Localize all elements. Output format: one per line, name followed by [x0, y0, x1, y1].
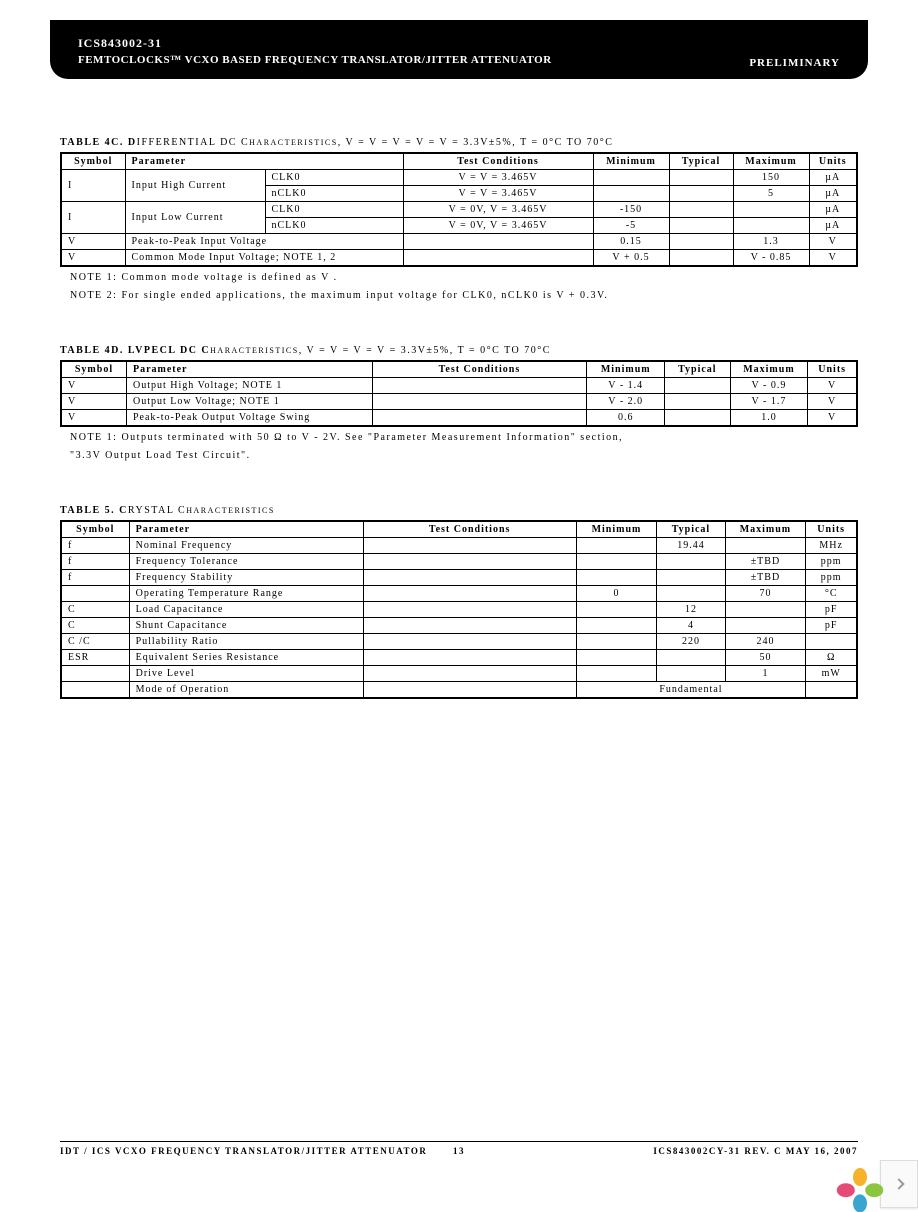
table-row: V Common Mode Input Voltage; NOTE 1, 2 V…: [61, 249, 857, 266]
footer: IDT / ICS VCXO FREQUENCY TRANSLATOR/JITT…: [60, 1141, 858, 1156]
table-row: I Input Low Current CLK0 V = 0V, V = 3.4…: [61, 201, 857, 217]
header-status: PRELIMINARY: [749, 57, 840, 69]
col-symbol: Symbol: [61, 521, 129, 538]
col-min: Minimum: [593, 153, 669, 170]
petal-icon: [853, 1168, 867, 1186]
col-parameter: Parameter: [125, 153, 403, 170]
table-row: Operating Temperature Range070°C: [61, 585, 857, 601]
col-units: Units: [809, 153, 857, 170]
col-testcond: Test Conditions: [403, 153, 593, 170]
footer-right: ICS843002CY-31 REV. C MAY 16, 2007: [653, 1146, 858, 1156]
flower-icon: [842, 1166, 878, 1202]
col-testcond: Test Conditions: [363, 521, 576, 538]
col-units: Units: [806, 521, 857, 538]
table-row: Mode of OperationFundamental: [61, 681, 857, 698]
table-row: V Output High Voltage; NOTE 1 V - 1.4 V …: [61, 377, 857, 393]
col-typ: Typical: [669, 153, 733, 170]
table-row: ESREquivalent Series Resistance50Ω: [61, 649, 857, 665]
table-row: C /CPullability Ratio220240: [61, 633, 857, 649]
footer-left: IDT / ICS VCXO FREQUENCY TRANSLATOR/JITT…: [60, 1146, 427, 1156]
col-max: Maximum: [725, 521, 806, 538]
table-row: I Input High Current CLK0 V = V = 3.465V…: [61, 169, 857, 185]
col-typ: Typical: [665, 361, 730, 378]
col-max: Maximum: [733, 153, 809, 170]
table-row: V Output Low Voltage; NOTE 1 V - 2.0 V -…: [61, 393, 857, 409]
table4d-note2: "3.3V Output Load Test Circuit".: [70, 449, 858, 463]
corner-widget: [842, 1160, 918, 1208]
table4c-title: TABLE 4C. DIFFERENTIAL DC CHARACTERISTIC…: [60, 137, 858, 148]
table4d-note1: NOTE 1: Outputs terminated with 50 Ω to …: [70, 431, 858, 445]
table4c: Symbol Parameter Test Conditions Minimum…: [60, 152, 858, 267]
part-number: ICS843002-31: [78, 34, 552, 52]
next-page-button[interactable]: [880, 1160, 918, 1208]
table-row: fFrequency Stability±TBDppm: [61, 569, 857, 585]
header-title: FEMTOCLOCKS™ VCXO BASED FREQUENCY TRANSL…: [78, 52, 552, 69]
col-symbol: Symbol: [61, 361, 126, 378]
col-testcond: Test Conditions: [372, 361, 587, 378]
table5-title: TABLE 5. CRYSTAL CHARACTERISTICS: [60, 505, 858, 516]
table-row: fFrequency Tolerance±TBDppm: [61, 553, 857, 569]
petal-icon: [853, 1194, 867, 1212]
table4c-note1: NOTE 1: Common mode voltage is defined a…: [70, 271, 858, 285]
table-row: V Peak-to-Peak Input Voltage 0.15 1.3 V: [61, 233, 857, 249]
col-units: Units: [808, 361, 857, 378]
table-row: CShunt Capacitance4pF: [61, 617, 857, 633]
table-row: fNominal Frequency19.44MHz: [61, 537, 857, 553]
petal-icon: [837, 1183, 855, 1197]
col-symbol: Symbol: [61, 153, 125, 170]
header-left: ICS843002-31 FEMTOCLOCKS™ VCXO BASED FRE…: [78, 34, 552, 69]
col-typ: Typical: [657, 521, 725, 538]
table-row: CLoad Capacitance12pF: [61, 601, 857, 617]
petal-icon: [865, 1183, 883, 1197]
col-min: Minimum: [587, 361, 665, 378]
col-parameter: Parameter: [129, 521, 363, 538]
table4c-note2: NOTE 2: For single ended applications, t…: [70, 289, 858, 303]
col-max: Maximum: [730, 361, 808, 378]
header-bar: ICS843002-31 FEMTOCLOCKS™ VCXO BASED FRE…: [50, 20, 868, 79]
footer-page: 13: [453, 1146, 465, 1156]
table-row: V Peak-to-Peak Output Voltage Swing 0.6 …: [61, 409, 857, 426]
col-parameter: Parameter: [126, 361, 372, 378]
table-row: Drive Level1mW: [61, 665, 857, 681]
col-min: Minimum: [576, 521, 657, 538]
table4d-title: TABLE 4D. LVPECL DC CHARACTERISTICS, V =…: [60, 345, 858, 356]
table5: Symbol Parameter Test Conditions Minimum…: [60, 520, 858, 699]
table4d: Symbol Parameter Test Conditions Minimum…: [60, 360, 858, 427]
